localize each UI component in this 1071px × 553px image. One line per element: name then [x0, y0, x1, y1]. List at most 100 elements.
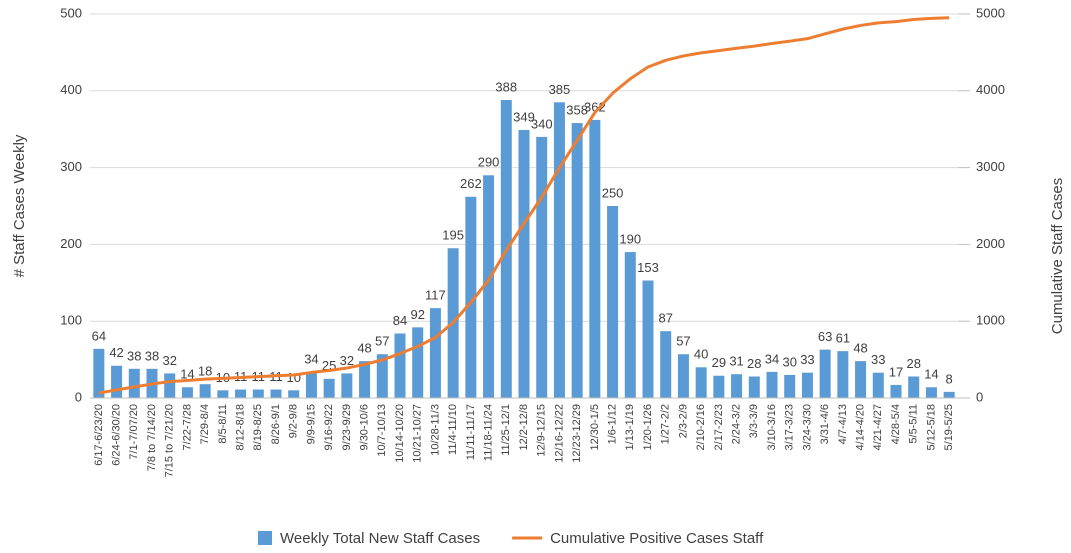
bar: [518, 129, 530, 398]
data-label: 358: [566, 102, 588, 117]
bar: [660, 331, 672, 398]
bar: [801, 372, 813, 398]
bar: [359, 361, 371, 398]
bar: [128, 368, 140, 398]
y2-tick-label: 0: [976, 389, 983, 404]
data-label: 262: [460, 176, 482, 191]
bar: [323, 378, 335, 398]
bar: [394, 333, 406, 398]
bar: [305, 371, 317, 398]
x-tick-label: 9/9-9/15: [305, 404, 317, 444]
data-label: 8: [946, 371, 953, 386]
data-label: 32: [340, 353, 354, 368]
x-tick-label: 10/14-10/20: [394, 404, 406, 463]
bar: [837, 351, 849, 398]
x-tick-label: 8/26-9/1: [270, 404, 282, 444]
bar: [925, 387, 937, 398]
bar: [589, 119, 601, 398]
data-label: 48: [853, 341, 867, 356]
x-tick-label: 6/17-6/23/20: [93, 404, 105, 466]
x-tick-label: 4/7-4/13: [837, 404, 849, 444]
x-tick-label: 5/12-5/18: [925, 404, 937, 450]
data-label: 14: [180, 367, 194, 382]
x-tick-label: 1/27-2/2: [660, 404, 672, 444]
data-label: 14: [924, 367, 938, 382]
data-label: 195: [442, 228, 464, 243]
bar: [217, 390, 229, 398]
bar: [164, 373, 176, 398]
bar: [199, 384, 211, 398]
bar: [553, 102, 565, 398]
data-label: 117: [425, 288, 446, 303]
line: [98, 16, 950, 395]
data-label: 64: [92, 328, 106, 343]
x-tick-label: 12/2-12/8: [518, 404, 530, 450]
y-axis-label: # Staff Cases Weekly: [11, 134, 28, 277]
bar: [252, 389, 264, 398]
data-label: 33: [871, 352, 885, 367]
bar: [571, 123, 583, 398]
data-label: 30: [782, 354, 796, 369]
data-label: 87: [658, 311, 672, 326]
bar: [943, 391, 955, 398]
bar: [748, 376, 760, 398]
data-label: 40: [694, 347, 708, 362]
data-label: 57: [676, 334, 690, 349]
x-tick-label: 11/18-11/24: [482, 404, 494, 461]
data-label: 153: [637, 260, 659, 275]
bar: [642, 280, 654, 398]
bar: [465, 196, 477, 398]
data-label: 250: [602, 185, 624, 200]
data-label: 388: [495, 79, 517, 94]
y2-tick-label: 4000: [976, 82, 1005, 97]
data-label: 385: [549, 82, 571, 97]
legend-swatch: [258, 531, 272, 545]
data-label: 29: [712, 355, 726, 370]
data-label: 18: [198, 364, 212, 379]
data-label: 34: [765, 351, 779, 366]
bar: [890, 384, 902, 398]
y2-tick-label: 3000: [976, 159, 1005, 174]
bar: [341, 373, 353, 398]
bar: [695, 367, 707, 398]
x-tick-label: 2/3-2/9: [677, 404, 689, 438]
x-tick-label: 8/19-8/25: [252, 404, 264, 450]
legend-label: Weekly Total New Staff Cases: [280, 530, 480, 547]
bar: [483, 175, 495, 398]
x-tick-label: 5/19-5/25: [943, 404, 955, 450]
bar: [908, 376, 920, 398]
data-label: 84: [393, 313, 407, 328]
x-tick-label: 3/3-3/9: [748, 404, 760, 438]
x-tick-label: 2/24-3/2: [730, 404, 742, 444]
y2-tick-label: 1000: [976, 313, 1005, 328]
x-tick-label: 10/7-10/13: [376, 404, 388, 457]
x-tick-label: 12/9-12/15: [536, 404, 548, 457]
data-label: 92: [410, 307, 424, 322]
bar: [819, 349, 831, 398]
x-tick-label: 1/20-1/26: [642, 404, 654, 450]
data-label: 10: [286, 370, 300, 385]
bar: [536, 136, 548, 398]
x-tick-label: 4/14-4/20: [854, 404, 866, 450]
x-tick-label: 9/30-10/6: [358, 404, 370, 450]
x-tick-label: 7/22-7/28: [181, 404, 193, 450]
x-tick-label: 12/16-12/22: [553, 404, 565, 463]
bar: [766, 371, 778, 398]
x-tick-label: 1/13-1/19: [624, 404, 636, 450]
x-tick-label: 8/5-8/11: [217, 404, 229, 444]
x-tick-label: 5/5-5/11: [908, 404, 920, 444]
bar: [270, 389, 282, 398]
x-tick-label: 10/28-11/3: [429, 404, 441, 456]
x-tick-label: 2/10-2/16: [695, 404, 707, 450]
y2-tick-label: 5000: [976, 5, 1005, 20]
data-label: 34: [304, 351, 318, 366]
bar: [677, 354, 689, 398]
bar: [412, 327, 424, 398]
y-tick-label: 300: [60, 159, 82, 174]
data-label: 17: [889, 364, 903, 379]
bar: [607, 206, 619, 398]
x-tick-label: 1/6-1/12: [606, 404, 618, 444]
x-tick-label: 12/30-1/5: [589, 404, 601, 450]
bar: [235, 389, 247, 398]
